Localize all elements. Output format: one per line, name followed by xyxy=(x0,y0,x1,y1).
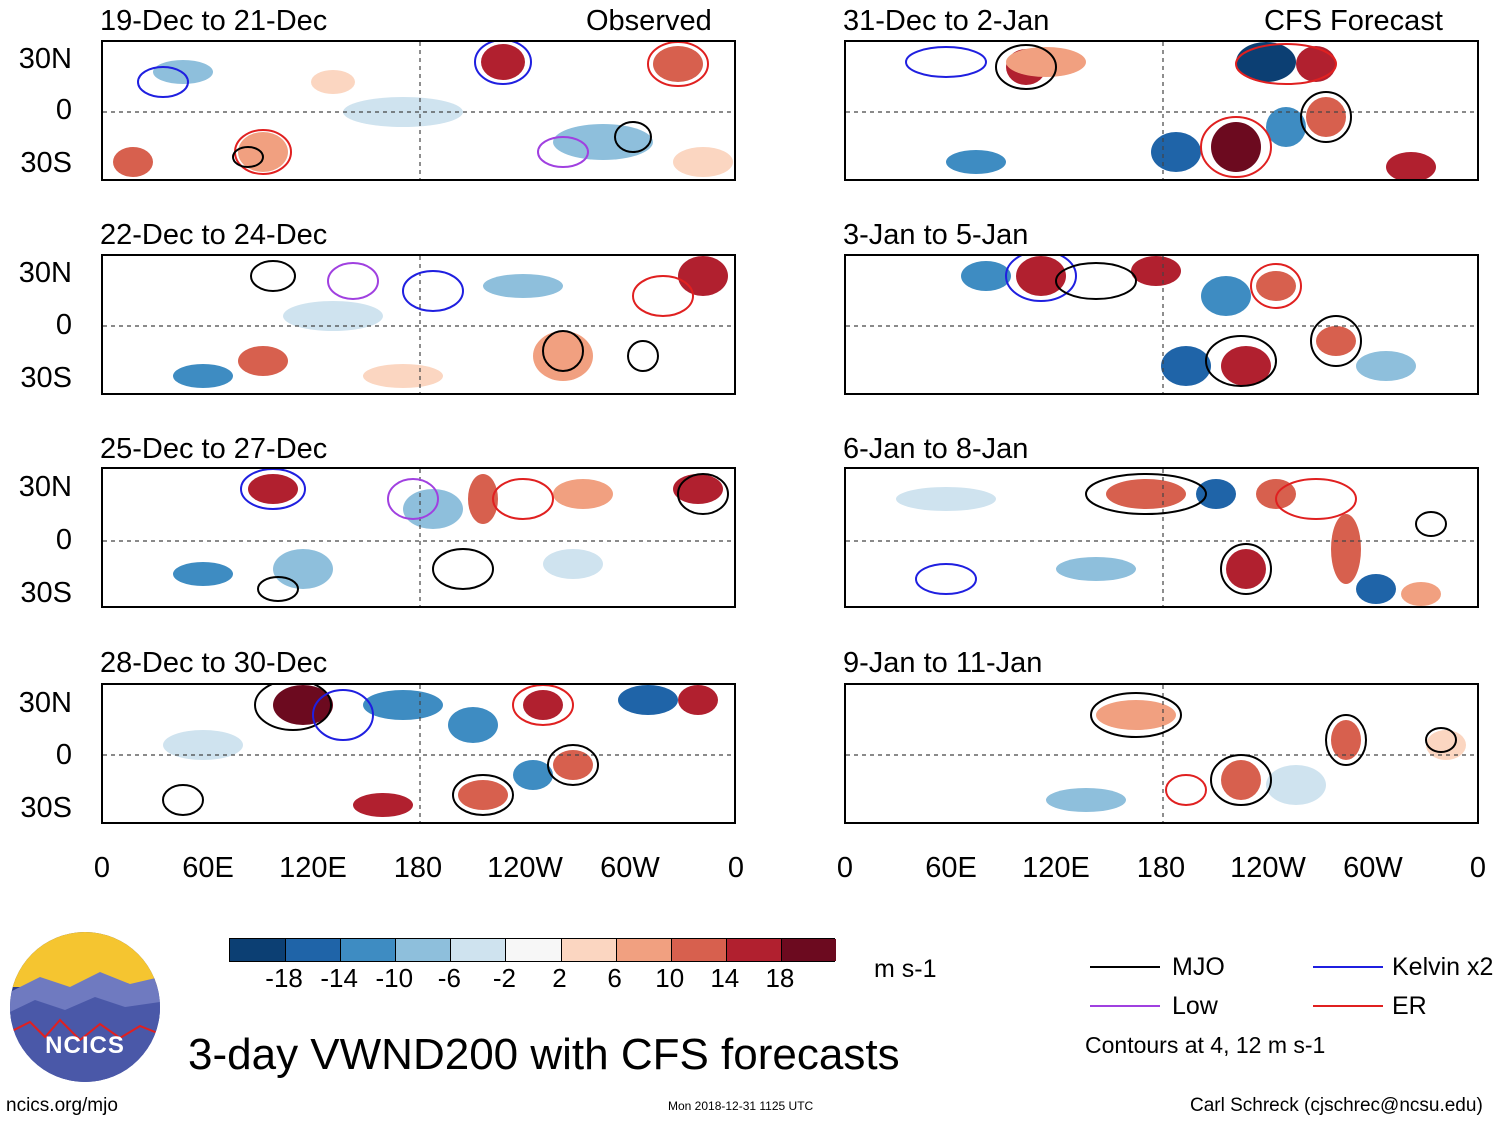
colorbar-tick-label: 10 xyxy=(655,963,685,993)
lon-label: 0 xyxy=(93,852,111,884)
colorbar-tick-label: -10 xyxy=(375,963,414,993)
lon-label: 120W xyxy=(1230,852,1306,884)
anomaly-field xyxy=(846,469,1477,606)
colorbar-tick-label: -14 xyxy=(320,963,358,993)
legend-er-line xyxy=(1313,1005,1383,1007)
logo-text: NCICS xyxy=(45,1032,125,1059)
main-title: 3-day VWND200 with CFS forecasts xyxy=(188,1030,900,1079)
anomaly-field xyxy=(846,685,1477,822)
anomaly-field xyxy=(846,256,1477,393)
lat-label: 0 xyxy=(55,524,72,556)
colorbar-cell xyxy=(725,939,781,961)
lon-label: 60W xyxy=(1343,852,1403,884)
map-panel xyxy=(844,683,1479,824)
footer-credit: Carl Schreck (cjschrec@ncsu.edu) xyxy=(1190,1095,1483,1116)
panel-title: 28-Dec to 30-Dec xyxy=(100,647,328,679)
colorbar-tick-label: 6 xyxy=(607,963,622,993)
lon-label: 120E xyxy=(279,852,347,884)
legend-mjo-line xyxy=(1090,966,1160,968)
lat-label: 30S xyxy=(20,147,72,179)
legend-kelvin: Kelvin x2 xyxy=(1392,953,1494,981)
colorbar-cell xyxy=(230,939,286,961)
ncics-logo: NCICS xyxy=(10,932,160,1082)
colorbar-cell xyxy=(615,939,671,961)
anomaly-field xyxy=(103,469,734,606)
lat-label: 30N xyxy=(18,43,72,75)
footer-url[interactable]: ncics.org/mjo xyxy=(6,1095,118,1116)
panel-label-forecast: CFS Forecast xyxy=(1264,5,1443,37)
lon-label: 60W xyxy=(600,852,660,884)
panel-title: 19-Dec to 21-Dec xyxy=(100,5,328,37)
legend-kelvin-line xyxy=(1313,966,1383,968)
legend-er: ER xyxy=(1392,992,1427,1020)
colorbar-cell xyxy=(505,939,561,961)
anomaly-field xyxy=(103,685,734,822)
lon-label: 0 xyxy=(727,852,745,884)
lat-label: 30S xyxy=(20,577,72,609)
colorbar xyxy=(229,938,836,962)
legend-low-line xyxy=(1090,1005,1160,1007)
legend-note: Contours at 4, 12 m s-1 xyxy=(1085,1032,1326,1058)
lon-label: 0 xyxy=(836,852,854,884)
map-panel xyxy=(101,40,736,181)
map-panel xyxy=(844,467,1479,608)
colorbar-tick-label: -2 xyxy=(492,963,517,993)
panel-label-observed: Observed xyxy=(586,5,712,37)
anomaly-field xyxy=(103,42,734,179)
map-panel xyxy=(101,467,736,608)
colorbar-tick-label: 2 xyxy=(552,963,567,993)
colorbar-cell xyxy=(285,939,341,961)
map-panel xyxy=(844,40,1479,181)
legend-low: Low xyxy=(1172,992,1218,1020)
legend-mjo: MJO xyxy=(1172,953,1225,981)
lat-label: 30N xyxy=(18,257,72,289)
logo-mountains-icon xyxy=(10,932,160,1082)
lat-label: 0 xyxy=(55,309,72,341)
lon-label: 60E xyxy=(182,852,234,884)
colorbar-cell xyxy=(780,939,836,961)
lon-label: 60E xyxy=(925,852,977,884)
map-panel xyxy=(844,254,1479,395)
colorbar-cell xyxy=(670,939,726,961)
colorbar-cell xyxy=(450,939,506,961)
lat-label: 30S xyxy=(20,792,72,824)
map-panel xyxy=(101,254,736,395)
lon-label: 180 xyxy=(393,852,443,884)
anomaly-field xyxy=(846,42,1477,179)
lon-label: 120W xyxy=(487,852,563,884)
lon-label: 0 xyxy=(1469,852,1487,884)
colorbar-cell xyxy=(340,939,396,961)
lat-label: 30N xyxy=(18,687,72,719)
colorbar-tick-label: -6 xyxy=(437,963,461,993)
anomaly-field xyxy=(103,256,734,393)
lat-label: 0 xyxy=(55,94,72,126)
lat-label: 0 xyxy=(55,739,72,771)
panel-title: 25-Dec to 27-Dec xyxy=(100,433,328,465)
colorbar-tick-label: -18 xyxy=(265,963,303,993)
colorbar-cell xyxy=(395,939,451,961)
lon-label: 180 xyxy=(1136,852,1186,884)
colorbar-tick-label: 18 xyxy=(765,963,795,993)
panel-title: 3-Jan to 5-Jan xyxy=(843,219,1029,251)
panel-title: 31-Dec to 2-Jan xyxy=(843,5,1050,37)
panel-title: 22-Dec to 24-Dec xyxy=(100,219,328,251)
panel-title: 6-Jan to 8-Jan xyxy=(843,433,1029,465)
colorbar-units: m s-1 xyxy=(874,955,937,983)
colorbar-tick-label: 14 xyxy=(710,963,740,993)
lat-label: 30S xyxy=(20,362,72,394)
lon-label: 120E xyxy=(1022,852,1090,884)
lat-label: 30N xyxy=(18,471,72,503)
colorbar-cell xyxy=(560,939,616,961)
map-panel xyxy=(101,683,736,824)
panel-title: 9-Jan to 11-Jan xyxy=(843,647,1043,679)
footer-timestamp: Mon 2018-12-31 1125 UTC xyxy=(668,1099,814,1113)
